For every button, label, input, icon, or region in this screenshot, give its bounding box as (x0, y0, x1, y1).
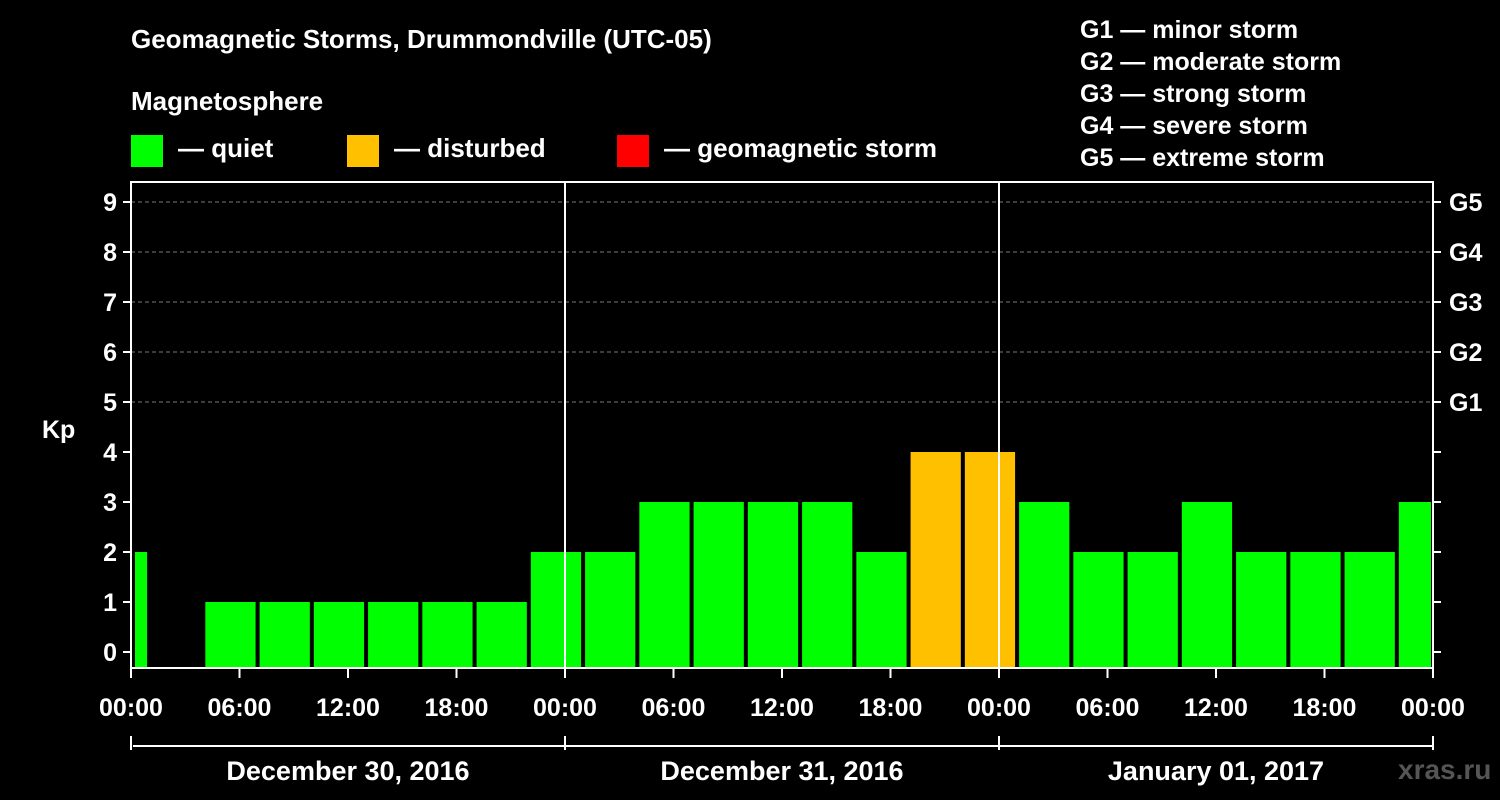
y-tick-label: 2 (103, 539, 117, 567)
day-label: December 30, 2016 (226, 756, 469, 786)
magnetosphere-title: Magnetosphere (131, 86, 324, 116)
y-tick-label: 9 (103, 189, 117, 217)
x-tick-label: 00:00 (967, 694, 1031, 722)
kp-bar (1181, 502, 1233, 668)
kp-bar (802, 502, 853, 668)
kp-bar (530, 552, 582, 668)
kp-bar (1127, 552, 1178, 668)
kp-bar (135, 552, 148, 668)
kp-bar (639, 502, 690, 668)
g5-legend-line: G5 — extreme storm (1080, 144, 1325, 172)
kp-bar (1344, 552, 1395, 668)
legend-swatch-storm (617, 135, 649, 167)
kp-bar (910, 452, 961, 668)
x-tick-label: 18:00 (425, 694, 489, 722)
x-tick-label: 18:00 (859, 694, 923, 722)
g-level-label: G3 (1449, 289, 1482, 317)
y-tick-label: 1 (103, 589, 117, 617)
watermark: xras.ru (1398, 754, 1492, 785)
x-tick-label: 06:00 (208, 694, 272, 722)
g4-legend-line: G4 — severe storm (1080, 112, 1308, 140)
y-axis-label: Kp (42, 416, 75, 444)
g-level-label: G2 (1449, 339, 1482, 367)
x-tick-label: 18:00 (1293, 694, 1357, 722)
kp-bar (693, 502, 744, 668)
day-label: December 31, 2016 (660, 756, 903, 786)
kp-bar (964, 452, 1016, 668)
y-tick-label: 0 (103, 639, 117, 667)
kp-bar (1398, 502, 1431, 668)
chart-title: Geomagnetic Storms, Drummondville (UTC-0… (131, 24, 712, 54)
bars-layer (135, 452, 1431, 668)
day-label: January 01, 2017 (1108, 756, 1324, 786)
kp-bar (1019, 502, 1070, 668)
y-tick-label: 5 (103, 389, 117, 417)
kp-bar (476, 602, 527, 668)
g-level-label: G4 (1449, 239, 1482, 267)
kp-bar (1290, 552, 1341, 668)
kp-bar (856, 552, 907, 668)
legend-swatch-quiet (131, 135, 163, 167)
legend-label-quiet: — quiet (178, 133, 274, 163)
kp-bar (1236, 552, 1287, 668)
kp-bar (422, 602, 473, 668)
axis-layer (123, 181, 1441, 750)
x-tick-label: 06:00 (1076, 694, 1140, 722)
x-tick-label: 12:00 (316, 694, 380, 722)
kp-bar (747, 502, 799, 668)
y-tick-label: 8 (103, 239, 117, 267)
x-tick-label: 00:00 (1401, 694, 1465, 722)
y-tick-label: 6 (103, 339, 117, 367)
g-level-label: G1 (1449, 389, 1482, 417)
storm-scale-legend: G1 — minor storm G2 — moderate storm G3 … (1080, 14, 1341, 174)
kp-bar (259, 602, 310, 668)
y-tick-label: 3 (103, 489, 117, 517)
kp-bar (585, 552, 636, 668)
legend-label-storm: — geomagnetic storm (664, 133, 938, 163)
kp-bar (313, 602, 365, 668)
y-tick-label: 4 (103, 439, 117, 467)
kp-bar (1073, 552, 1124, 668)
x-tick-label: 06:00 (642, 694, 706, 722)
y-tick-label: 7 (103, 289, 117, 317)
g2-legend-line: G2 — moderate storm (1080, 48, 1342, 76)
legend-swatch-disturbed (347, 135, 379, 167)
g3-legend-line: G3 — strong storm (1080, 80, 1307, 108)
grid-layer (131, 201, 1433, 403)
label-layer: 0 1 2 3 4 5 6 7 8 9 G1 G2 G3 G4 G5 Kp 00:00 06:00 12:00 18:… (42, 189, 1482, 786)
g1-legend-line: G1 — minor storm (1080, 16, 1299, 44)
kp-bar (205, 602, 256, 668)
kp-bar (368, 602, 419, 668)
x-tick-label: 00:00 (99, 694, 163, 722)
legend-label-disturbed: — disturbed (394, 133, 546, 163)
g-level-label: G5 (1449, 189, 1482, 217)
x-tick-label: 00:00 (533, 694, 597, 722)
x-tick-label: 12:00 (1184, 694, 1248, 722)
x-tick-label: 12:00 (750, 694, 814, 722)
